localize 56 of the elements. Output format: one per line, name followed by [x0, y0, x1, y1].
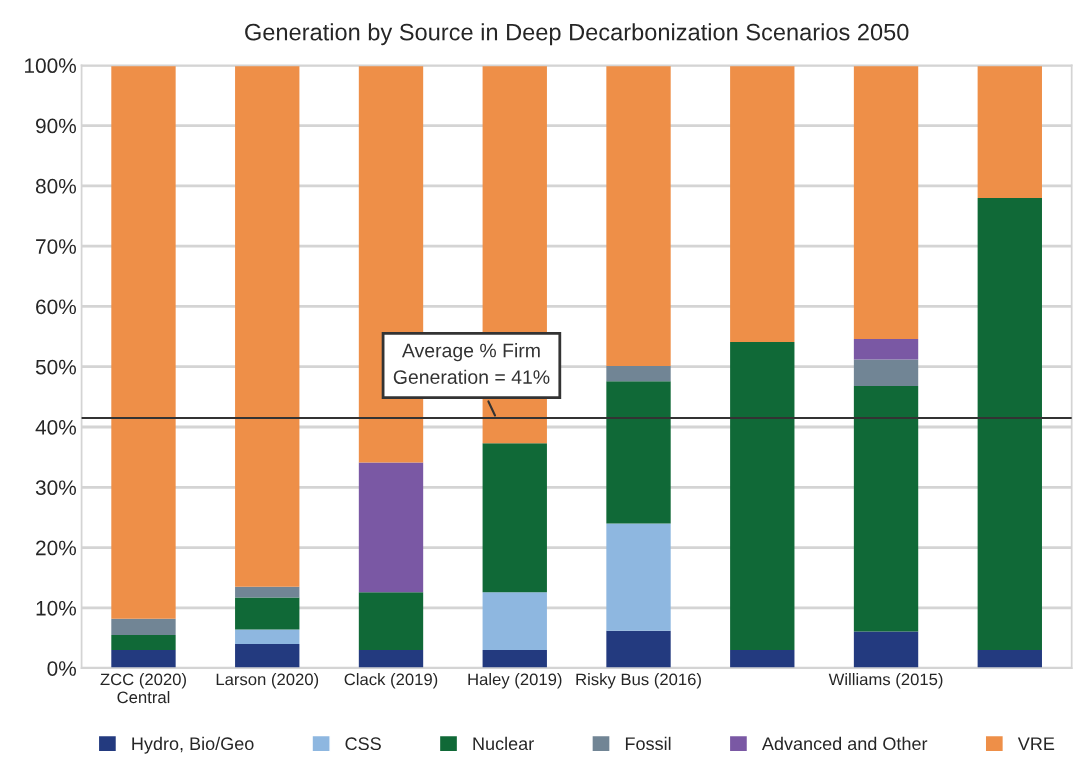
- bar: [482, 592, 547, 651]
- y-tick-label: 20%: [36, 540, 76, 556]
- legend-label: Nuclear: [473, 736, 534, 751]
- bar: [482, 650, 547, 669]
- y-tick-label: 50%: [35, 359, 76, 375]
- bar: [111, 635, 176, 651]
- x-tick-label: Williams (2015): [828, 673, 943, 689]
- bar: [977, 65, 1042, 198]
- x-tick-label: Risky Bus (2016): [576, 673, 701, 689]
- bar: [358, 650, 424, 669]
- bar: [235, 65, 300, 587]
- bar: [606, 65, 671, 367]
- bar: [730, 65, 795, 342]
- legend-label: Advanced and Other: [761, 736, 928, 751]
- bar: [358, 592, 424, 651]
- bar: [235, 644, 300, 669]
- bar: [853, 386, 919, 632]
- legend-label: VRE: [1017, 737, 1055, 750]
- y-tick-label: 60%: [36, 299, 76, 315]
- bar: [730, 650, 795, 669]
- bar: [235, 629, 300, 645]
- bar: [111, 65, 176, 619]
- x-tick-label: Larson (2020): [216, 673, 319, 689]
- legend-label: CSS: [345, 737, 381, 751]
- bar: [977, 650, 1042, 669]
- bar: [606, 366, 671, 382]
- y-tick-label: 70%: [36, 239, 76, 254]
- bar: [606, 630, 671, 669]
- x-tick-label: ZCC (2020) Central: [100, 673, 186, 704]
- y-tick-label: 90%: [36, 118, 76, 134]
- bar: [111, 650, 176, 669]
- bar: [606, 381, 671, 524]
- bar: [358, 462, 424, 593]
- ref-line-label: Average % Firm Generation = 41%: [393, 343, 550, 384]
- legend-label: Fossil: [625, 736, 671, 751]
- bar: [853, 631, 919, 669]
- y-tick-label: 10%: [36, 600, 76, 616]
- bar: [977, 197, 1042, 651]
- y-tick-label: 0%: [47, 661, 76, 676]
- bar: [853, 65, 919, 339]
- bar: [111, 618, 176, 635]
- x-tick-label: Haley (2019): [468, 673, 562, 689]
- bar: [853, 338, 919, 360]
- bar: [730, 342, 795, 651]
- y-tick-label: 100%: [25, 58, 76, 74]
- bar: [853, 359, 919, 387]
- legend-label: Hydro, Bio/Geo: [132, 736, 254, 754]
- bar: [606, 523, 671, 631]
- bar: [482, 443, 547, 593]
- y-tick-label: 30%: [35, 480, 76, 496]
- y-tick-label: 80%: [35, 178, 76, 194]
- y-tick-label: 40%: [35, 420, 76, 435]
- chart-title: Generation by Source in Deep Decarbonization Scenarios 2050: [245, 23, 909, 46]
- bar: [235, 597, 300, 630]
- x-tick-label: Clack (2019): [344, 673, 438, 689]
- bar: [235, 586, 300, 598]
